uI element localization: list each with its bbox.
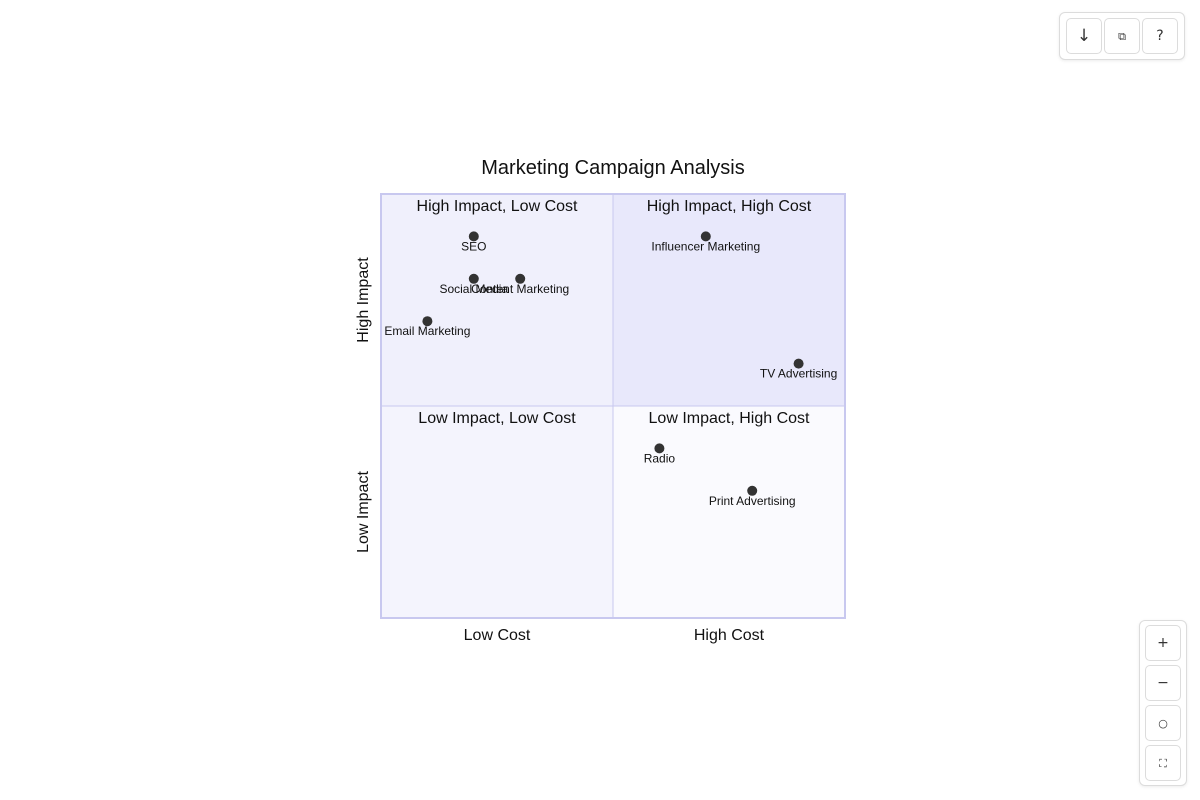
point-marker[interactable] bbox=[422, 316, 433, 327]
fullscreen-icon: ⛶ bbox=[1159, 756, 1167, 770]
chart-title: Marketing Campaign Analysis bbox=[481, 157, 744, 179]
point-seo[interactable]: SEO bbox=[461, 231, 486, 253]
x-axis-label-high: High Cost bbox=[694, 627, 765, 644]
copy-button[interactable]: ⧉ bbox=[1104, 18, 1140, 54]
help-icon: ? bbox=[1156, 28, 1164, 44]
point-label: Email Marketing bbox=[384, 324, 470, 338]
help-button[interactable]: ? bbox=[1142, 18, 1178, 54]
quadrant-title-top-right: High Impact, High Cost bbox=[647, 198, 812, 215]
quadrant-low-impact-low-cost bbox=[381, 406, 613, 618]
quadrant-high-impact-high-cost bbox=[613, 194, 845, 406]
y-axis-label-low: Low Impact bbox=[355, 471, 372, 553]
point-print-advertising[interactable]: Print Advertising bbox=[709, 485, 796, 508]
zoom-in-icon: + bbox=[1157, 635, 1169, 651]
point-tv-advertising[interactable]: TV Advertising bbox=[760, 358, 837, 381]
point-label: Radio bbox=[644, 451, 676, 465]
point-radio[interactable]: Radio bbox=[644, 443, 676, 465]
plot-border bbox=[380, 193, 846, 619]
point-marker[interactable] bbox=[747, 485, 758, 496]
point-marker[interactable] bbox=[700, 231, 711, 242]
point-marker[interactable] bbox=[468, 273, 479, 284]
zoom-toolbar: + − ○ ⛶ bbox=[1139, 620, 1187, 786]
quadrant-title-top-left: High Impact, Low Cost bbox=[417, 198, 579, 215]
point-label: Content Marketing bbox=[471, 282, 569, 296]
zoom-in-button[interactable]: + bbox=[1145, 625, 1181, 661]
point-marker[interactable] bbox=[515, 273, 526, 284]
point-influencer-marketing[interactable]: Influencer Marketing bbox=[651, 231, 760, 253]
download-button[interactable]: ↓ bbox=[1066, 18, 1102, 54]
point-email-marketing[interactable]: Email Marketing bbox=[384, 316, 470, 338]
quadrant-high-impact-low-cost bbox=[381, 194, 613, 406]
export-toolbar: ↓ ⧉ ? bbox=[1059, 12, 1185, 60]
copy-icon: ⧉ bbox=[1118, 29, 1126, 43]
point-marker[interactable] bbox=[793, 358, 804, 369]
y-axis-label-high: High Impact bbox=[355, 257, 372, 343]
point-label: Social Media bbox=[439, 282, 508, 296]
quadrant-title-bottom-right: Low Impact, High Cost bbox=[649, 410, 811, 427]
point-label: SEO bbox=[461, 239, 486, 253]
reset-icon: ○ bbox=[1158, 716, 1168, 730]
point-marker[interactable] bbox=[654, 443, 665, 454]
point-content-marketing[interactable]: Content Marketing bbox=[471, 273, 569, 296]
x-axis-label-low: Low Cost bbox=[464, 627, 531, 644]
point-label: TV Advertising bbox=[760, 367, 837, 381]
quadrant-title-bottom-left: Low Impact, Low Cost bbox=[418, 410, 576, 427]
quadrant-low-impact-high-cost bbox=[613, 406, 845, 618]
reset-view-button[interactable]: ○ bbox=[1145, 705, 1181, 741]
point-social-media[interactable]: Social Media bbox=[439, 273, 508, 296]
point-label: Print Advertising bbox=[709, 494, 796, 508]
point-marker[interactable] bbox=[468, 231, 479, 242]
point-label: Influencer Marketing bbox=[651, 239, 760, 253]
zoom-out-icon: − bbox=[1157, 675, 1169, 691]
zoom-out-button[interactable]: − bbox=[1145, 665, 1181, 701]
fullscreen-button[interactable]: ⛶ bbox=[1145, 745, 1181, 781]
download-icon: ↓ bbox=[1076, 25, 1092, 46]
